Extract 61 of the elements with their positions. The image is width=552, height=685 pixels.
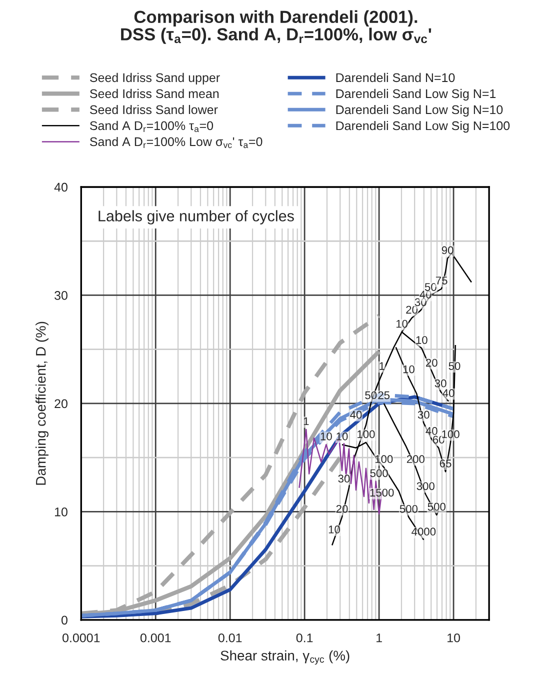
y-tick-label: 10 — [55, 507, 68, 516]
annotation: 30 — [338, 474, 350, 483]
annotation: 20 — [426, 358, 438, 367]
y-tick-label: 30 — [54, 291, 68, 300]
annotation: 50 — [448, 362, 460, 370]
y-tick-label: 0 — [61, 616, 68, 625]
annotation: 75 — [436, 276, 448, 284]
legend-label: Seed Idriss Sand upper — [90, 72, 220, 85]
annotation: 20 — [406, 306, 418, 314]
annotation: 1500 — [370, 488, 394, 497]
legend-label: Darendeli Sand Low Sig N=100 — [336, 120, 510, 133]
annotation: 10 — [336, 432, 348, 440]
annotation: 40 — [426, 427, 438, 435]
annotation: 50 — [424, 283, 436, 291]
annotation: 1 — [304, 417, 309, 426]
annotation: 40 — [420, 290, 432, 299]
annotation: 90 — [442, 246, 454, 254]
legend-label: Sand A D$_{r}$=100% τ$_{a}$=0 — [90, 120, 214, 132]
annotation: 500 — [400, 504, 418, 513]
annotation: 40 — [350, 410, 362, 419]
x-tick-label: 0.0001 — [62, 633, 100, 642]
annotation: 10 — [320, 432, 332, 440]
y-axis-title: Damping coefficient, D (%) — [36, 322, 48, 485]
y-tick-label: 40 — [54, 182, 68, 192]
annotation: 300 — [416, 482, 434, 490]
legend-label: Seed Idriss Sand lower — [90, 104, 218, 114]
annotation: 30 — [434, 379, 446, 388]
annotation: Labels give number of cycles — [98, 210, 294, 224]
annotation: 500 — [428, 502, 446, 511]
annotation: 100 — [358, 430, 375, 438]
legend-label: Sand A D$_{r}$=100% Low σ$_{vc}$' τ$_{a}$=0 — [90, 136, 262, 148]
x-tick-label: 0.1 — [296, 633, 313, 642]
annotation: 20 — [336, 504, 348, 513]
annotation: 30 — [418, 410, 430, 419]
annotation: 100 — [442, 430, 460, 438]
legend-label: Darendeli Sand N=10 — [336, 72, 455, 82]
annotation: 4000 — [412, 528, 436, 536]
annotation: 10 — [403, 365, 414, 374]
legend-label: Seed Idriss Sand mean — [90, 88, 219, 98]
x-tick-label: 10 — [448, 633, 460, 642]
x-tick-label: 1 — [376, 634, 382, 642]
annotation: 30 — [414, 298, 426, 306]
annotation: 60 — [432, 436, 444, 444]
x-axis-title: Shear strain, γ$_{cyc}$ (%) — [220, 650, 350, 665]
annotation: 1 — [380, 362, 384, 370]
annotation: 100 — [375, 455, 393, 464]
annotation: 500 — [370, 469, 388, 478]
y-tick-label: 20 — [54, 399, 68, 408]
legend-label: Darendeli Sand Low Sig N=1 — [336, 88, 496, 101]
annotation: 50 — [365, 391, 377, 400]
annotation: 40 — [442, 389, 454, 398]
annotation: 25 — [378, 391, 390, 400]
x-tick-label: 0.01 — [218, 633, 242, 642]
annotation: 10 — [416, 336, 428, 344]
annotation: 65 — [440, 460, 452, 468]
annotation: 200 — [406, 455, 424, 464]
x-tick-label: 0.001 — [140, 633, 171, 642]
legend-label: Darendeli Sand Low Sig N=10 — [336, 104, 503, 117]
annotation: 10 — [396, 320, 408, 328]
annotation: 10 — [328, 526, 340, 534]
chart-title: Comparison with Darendeli (2001). DSS (τ$_{a}$=0). Sand A, D$_{r}$=100%, low σ$_{vc}$' — [121, 10, 432, 44]
